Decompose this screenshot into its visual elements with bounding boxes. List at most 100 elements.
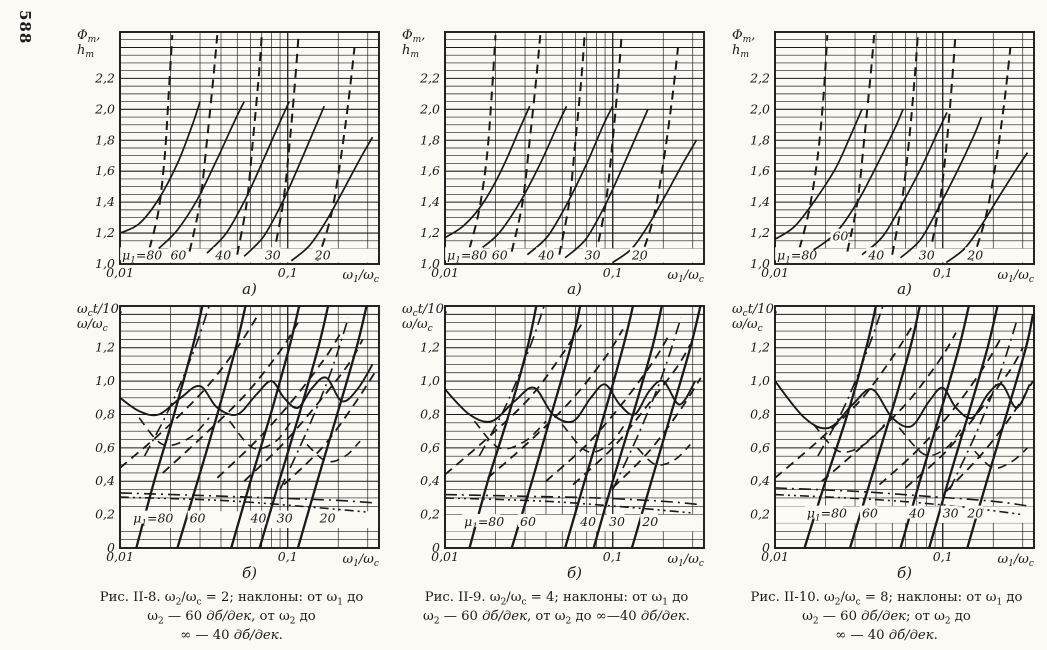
figure-II-10: μ1=80 60 40 30 20 1,0 1,2 1,4 1,6 1,8 2,0 2,2 0,01 0,… xyxy=(729,22,1044,645)
svg-text:0,1: 0,1 xyxy=(933,549,953,564)
chart-II-9-panel-a: μ1=80 60 40 30 20 1,0 1,2 1,4 1,6 1,8 2,0 2,2 0,01 0,… xyxy=(402,28,705,296)
svg-text:0,2: 0,2 xyxy=(95,507,115,522)
svg-text:0,01: 0,01 xyxy=(431,549,459,564)
svg-text:б): б) xyxy=(897,564,912,580)
svg-text:60: 60 xyxy=(170,247,186,262)
svg-text:ω1/ωc: ω1/ωc xyxy=(668,552,704,569)
svg-text:μ1=80: μ1=80 xyxy=(447,247,487,265)
svg-text:ωct/10,: ωct/10, xyxy=(732,302,778,319)
svg-text:0,8: 0,8 xyxy=(420,406,440,421)
svg-text:40: 40 xyxy=(537,247,554,262)
svg-text:60: 60 xyxy=(862,506,878,521)
svg-text:μ1=80: μ1=80 xyxy=(777,247,817,265)
svg-text:20: 20 xyxy=(966,247,983,262)
svg-text:1,0: 1,0 xyxy=(750,256,770,271)
svg-text:0,01: 0,01 xyxy=(431,265,459,280)
svg-text:ω1/ωc: ω1/ωc xyxy=(668,268,704,285)
chart-II-9-panel-b: μ1=80 60 40 30 20 0 0,2 0,4 0,6 0,8 1,0 1,2 0,01 0,1 ω… xyxy=(402,302,705,580)
svg-text:1,2: 1,2 xyxy=(420,340,440,355)
svg-text:0,1: 0,1 xyxy=(278,265,298,280)
svg-text:1,8: 1,8 xyxy=(750,132,770,147)
svg-text:1,0: 1,0 xyxy=(95,373,115,388)
svg-text:1,8: 1,8 xyxy=(420,132,440,147)
caption-line: ∞ — 40 дб/дек. xyxy=(835,628,938,644)
svg-text:30: 30 xyxy=(609,514,625,529)
svg-text:30: 30 xyxy=(585,247,601,262)
svg-text:hm: hm xyxy=(732,43,749,60)
caption-line: ω2 — 60 дб/дек; от ω2 до xyxy=(802,609,971,627)
svg-text:1,2: 1,2 xyxy=(95,340,115,355)
svg-text:0,2: 0,2 xyxy=(750,507,770,522)
caption-line: Рис. II-8. ω2/ωc = 2; наклоны: от ω1 до xyxy=(99,590,364,608)
caption-II-8: Рис. II-8. ω2/ωc = 2; наклоны: от ω1 до … xyxy=(74,590,389,645)
caption-II-9: Рис. II-9. ω2/ωc = 4; наклоны: от ω1 до … xyxy=(399,590,714,628)
svg-text:0,8: 0,8 xyxy=(750,406,770,421)
svg-text:μ1=80: μ1=80 xyxy=(122,247,162,265)
caption-line: ω2 — 60 дб/дек, от ω2 до xyxy=(147,609,316,627)
svg-text:60: 60 xyxy=(520,514,536,529)
svg-text:1,2: 1,2 xyxy=(750,340,770,355)
svg-text:0,8: 0,8 xyxy=(95,406,115,421)
caption-line: Рис. II-9. ω2/ωc = 4; наклоны: от ω1 до xyxy=(424,590,689,608)
svg-text:20: 20 xyxy=(966,506,983,521)
svg-text:б): б) xyxy=(242,564,257,580)
svg-text:20: 20 xyxy=(314,247,331,262)
svg-text:ωct/10,: ωct/10, xyxy=(77,302,123,319)
svg-text:0,1: 0,1 xyxy=(603,265,623,280)
figure-II-9: μ1=80 60 40 30 20 1,0 1,2 1,4 1,6 1,8 2,0 2,2 0,01 0,… xyxy=(399,22,714,645)
svg-text:а): а) xyxy=(897,280,912,296)
svg-text:1,0: 1,0 xyxy=(420,373,440,388)
svg-text:1,2: 1,2 xyxy=(95,225,115,240)
svg-text:б): б) xyxy=(567,564,582,580)
svg-text:ωct/10,: ωct/10, xyxy=(402,302,448,319)
svg-text:0,2: 0,2 xyxy=(420,507,440,522)
svg-text:0,01: 0,01 xyxy=(761,549,789,564)
svg-text:ω/ωc: ω/ωc xyxy=(77,317,108,334)
svg-text:Φm,: Φm, xyxy=(77,28,100,45)
svg-text:а): а) xyxy=(242,280,257,296)
svg-text:0,6: 0,6 xyxy=(95,440,115,455)
svg-text:20: 20 xyxy=(631,247,648,262)
svg-text:40: 40 xyxy=(250,511,267,526)
caption-II-10: Рис. II-10. ω2/ωc = 8; наклоны: от ω1 до… xyxy=(729,590,1044,645)
svg-text:1,6: 1,6 xyxy=(750,163,770,178)
svg-text:0,4: 0,4 xyxy=(95,473,115,488)
svg-text:0,01: 0,01 xyxy=(106,549,134,564)
svg-text:0,1: 0,1 xyxy=(933,265,953,280)
svg-text:0: 0 xyxy=(432,540,440,555)
svg-text:1,4: 1,4 xyxy=(95,194,115,209)
svg-text:40: 40 xyxy=(908,506,925,521)
svg-text:1,0: 1,0 xyxy=(750,373,770,388)
svg-text:hm: hm xyxy=(402,43,419,60)
svg-text:ω1/ωc: ω1/ωc xyxy=(343,268,379,285)
svg-text:1,4: 1,4 xyxy=(750,194,770,209)
svg-text:60: 60 xyxy=(492,247,508,262)
svg-text:40: 40 xyxy=(579,514,596,529)
svg-text:1,6: 1,6 xyxy=(95,163,115,178)
figure-II-8: μ1=80 60 40 30 20 1,0 1,2 1,4 1,6 1,8 2,0 2,2 0,01 0,… xyxy=(74,22,389,645)
svg-text:30: 30 xyxy=(943,506,959,521)
svg-text:2,0: 2,0 xyxy=(419,101,440,116)
svg-text:ω1/ωc: ω1/ωc xyxy=(998,268,1034,285)
svg-text:30: 30 xyxy=(265,247,281,262)
chart-II-10-panel-b: μ1=80 60 40 30 20 0 0,2 0,4 0,6 0,8 1,0 1,2 0,01 0,1 ω… xyxy=(732,302,1035,580)
svg-text:60: 60 xyxy=(190,511,206,526)
svg-text:Φm,: Φm, xyxy=(402,28,425,45)
svg-text:0,6: 0,6 xyxy=(420,440,440,455)
svg-text:2,2: 2,2 xyxy=(749,70,770,85)
svg-text:1,6: 1,6 xyxy=(420,163,440,178)
svg-text:40: 40 xyxy=(214,247,231,262)
svg-text:1,8: 1,8 xyxy=(95,132,115,147)
svg-text:2,0: 2,0 xyxy=(94,101,115,116)
page-number: 588 xyxy=(16,10,34,45)
svg-text:2,2: 2,2 xyxy=(419,70,440,85)
chart-II-8-panel-a: μ1=80 60 40 30 20 1,0 1,2 1,4 1,6 1,8 2,0 2,2 0,01 0,… xyxy=(77,28,380,296)
svg-text:1,2: 1,2 xyxy=(750,225,770,240)
svg-text:0,1: 0,1 xyxy=(603,549,623,564)
svg-text:ω/ωc: ω/ωc xyxy=(732,317,763,334)
svg-text:0,01: 0,01 xyxy=(761,265,789,280)
caption-line: Рис. II-10. ω2/ωc = 8; наклоны: от ω1 до xyxy=(750,590,1023,608)
svg-text:ω/ωc: ω/ωc xyxy=(402,317,433,334)
svg-text:ω1/ωc: ω1/ωc xyxy=(343,552,379,569)
